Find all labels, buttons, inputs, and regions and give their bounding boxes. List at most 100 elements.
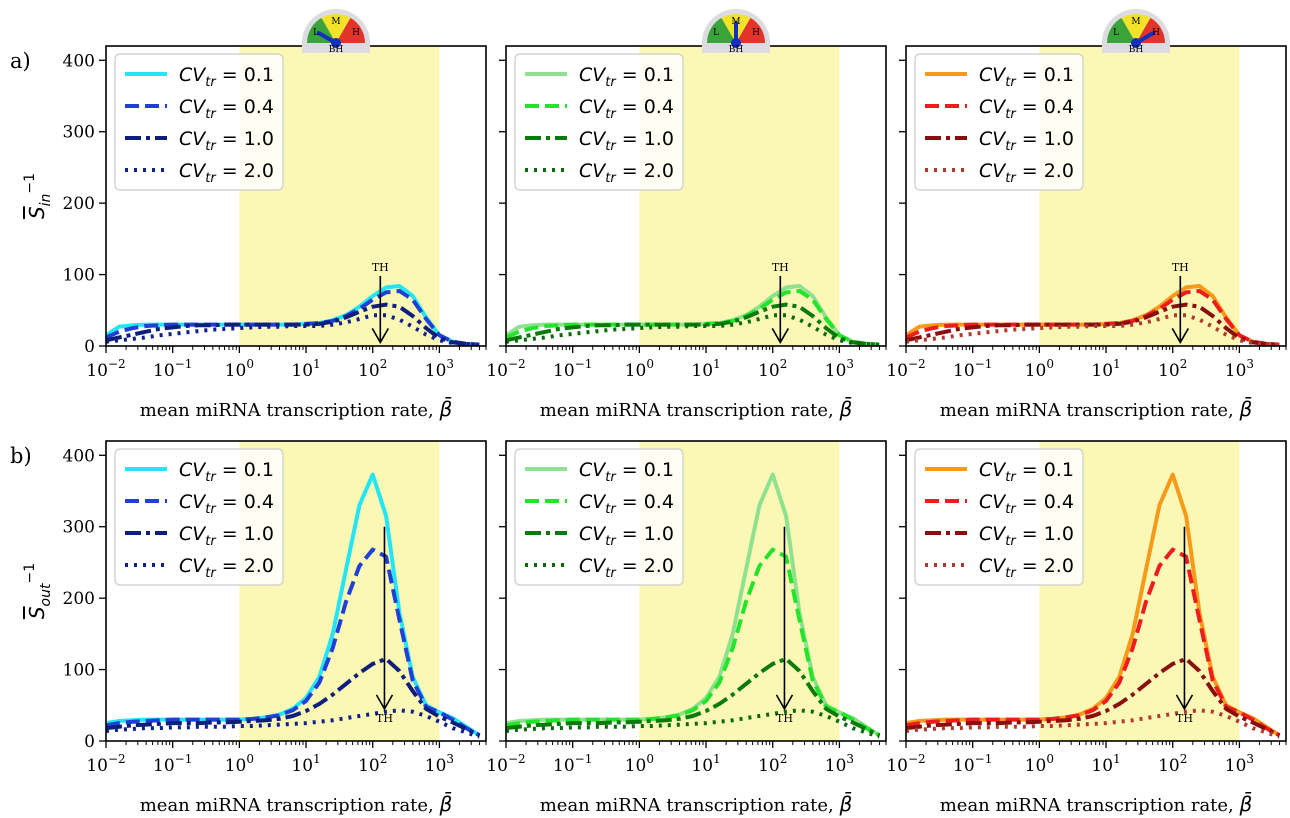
- x-axis-label: mean miRNA transcription rate, β̄: [540, 396, 853, 421]
- x-axis-label: mean miRNA transcription rate, β̄: [940, 791, 1253, 816]
- gauge-icon: L M H BH: [1102, 9, 1170, 55]
- x-tick-label: 101: [291, 752, 320, 776]
- threshold-arrowhead: [771, 328, 790, 345]
- x-tick-label: 10−2: [86, 357, 125, 381]
- x-tick-label: 102: [358, 357, 387, 381]
- x-tick-label: 10−2: [486, 752, 525, 776]
- gauge-label: H: [352, 28, 360, 38]
- x-tick-label: 103: [825, 752, 854, 776]
- gauge-base-label: BH: [329, 45, 344, 55]
- y-tick-label: 0: [84, 732, 95, 752]
- x-tick-label: 103: [1225, 752, 1254, 776]
- x-tick-label: 10−1: [153, 357, 192, 381]
- y-tick-label: 100: [63, 661, 95, 681]
- legend-box: [114, 448, 284, 586]
- y-tick-label: 100: [63, 266, 95, 286]
- gauge-icon: L M H BH: [302, 9, 370, 55]
- legend-label: CVtr = 1.0: [979, 128, 1074, 154]
- series-line: [505, 302, 880, 347]
- x-tick-label: 10−1: [953, 752, 992, 776]
- legend-label: CVtr = 0.1: [179, 64, 274, 90]
- x-tick-label: 10−2: [486, 357, 525, 381]
- legend-label: CVtr = 2.0: [979, 555, 1074, 581]
- axes-frames: 10−2 10−1 100 101 102 103 0 100 200 300 400 10−2 10−…: [63, 45, 1287, 776]
- x-tick-label: 102: [758, 357, 787, 381]
- legend-box: [514, 53, 684, 191]
- legend-label: CVtr = 2.0: [179, 160, 274, 186]
- series-line: [505, 656, 881, 738]
- y-tick-label: 300: [63, 518, 95, 538]
- x-tick-label: 10−2: [886, 752, 925, 776]
- x-tick-label: 100: [625, 357, 654, 381]
- threshold-label: TH: [1176, 712, 1193, 725]
- gauge-sector-low: [1107, 17, 1136, 43]
- legend-label: CVtr = 1.0: [979, 523, 1074, 549]
- x-tick-label: 100: [1025, 752, 1054, 776]
- gauge-label: L: [713, 28, 719, 38]
- legend-label: CVtr = 0.1: [579, 459, 674, 485]
- series-line: [105, 313, 480, 347]
- x-tick-label: 101: [691, 752, 720, 776]
- y-tick-label: 300: [63, 123, 95, 143]
- series-line: [105, 656, 481, 738]
- threshold-label: TH: [772, 261, 789, 274]
- gauge-base-label: BH: [1129, 45, 1144, 55]
- series-line: [105, 547, 481, 738]
- legend-label: CVtr = 0.4: [179, 96, 274, 122]
- gauge-label: M: [331, 17, 340, 27]
- x-tick-label: 101: [291, 357, 320, 381]
- x-tick-label: 10−1: [553, 357, 592, 381]
- gauge-icons: L M H BH L M H BH L M H BH: [302, 9, 1170, 55]
- gauge-hub: [331, 38, 341, 48]
- x-tick-label: 101: [1091, 752, 1120, 776]
- gauge-icon: L M H BH: [702, 9, 770, 55]
- legend-label: CVtr = 2.0: [579, 555, 674, 581]
- legend-label: CVtr = 1.0: [179, 128, 274, 154]
- gauge-label: H: [1152, 28, 1160, 38]
- y-tick-label: 200: [63, 194, 95, 214]
- legend-label: CVtr = 2.0: [179, 555, 274, 581]
- legend-label: CVtr = 0.4: [579, 96, 674, 122]
- gauge-sector-mid: [1121, 14, 1151, 43]
- gauge-label: M: [731, 17, 740, 27]
- legends: CVtr = 0.1 CVtr = 0.4 CVtr = 1.0 CVtr = 2.0…: [114, 53, 1084, 586]
- gauge-sector-low: [707, 17, 736, 43]
- x-tick-label: 100: [225, 357, 254, 381]
- threshold-arrowhead: [375, 694, 394, 711]
- row-label: a): [10, 49, 31, 73]
- x-axis-label: mean miRNA transcription rate, β̄: [140, 396, 453, 421]
- x-tick-label: 10−1: [153, 752, 192, 776]
- x-tick-label: 100: [1025, 357, 1054, 381]
- series-line: [905, 302, 1280, 347]
- shaded-regions: [239, 46, 1240, 741]
- y-tick-label: 400: [63, 51, 95, 71]
- gauge-base-label: BH: [729, 45, 744, 55]
- series-lines: [104, 284, 1281, 739]
- x-tick-label: 102: [758, 752, 787, 776]
- y-axis-label: Sout−1: [22, 563, 54, 619]
- row-label: b): [10, 444, 32, 468]
- axis-labels: mean miRNA transcription rate, β̄ mean mi…: [10, 49, 1253, 816]
- gauge-label: L: [313, 28, 319, 38]
- y-tick-label: 400: [63, 446, 95, 466]
- x-tick-label: 101: [1091, 357, 1120, 381]
- legend-label: CVtr = 1.0: [579, 128, 674, 154]
- legend-label: CVtr = 0.1: [979, 459, 1074, 485]
- series-line: [905, 547, 1281, 738]
- legend-box: [914, 448, 1084, 586]
- x-axis-label: mean miRNA transcription rate, β̄: [540, 791, 853, 816]
- x-tick-label: 100: [225, 752, 254, 776]
- series-line: [505, 313, 880, 347]
- y-tick-label: 0: [84, 337, 95, 357]
- x-tick-label: 10−1: [553, 752, 592, 776]
- gauge-hub: [1131, 38, 1141, 48]
- legend-label: CVtr = 0.1: [179, 459, 274, 485]
- threshold-arrowhead: [775, 694, 794, 711]
- legend-box: [514, 448, 684, 586]
- x-axis-label: mean miRNA transcription rate, β̄: [940, 396, 1253, 421]
- legend-label: CVtr = 0.1: [579, 64, 674, 90]
- x-tick-label: 102: [358, 752, 387, 776]
- x-tick-label: 10−2: [86, 752, 125, 776]
- x-tick-label: 103: [425, 752, 454, 776]
- legend-label: CVtr = 2.0: [979, 160, 1074, 186]
